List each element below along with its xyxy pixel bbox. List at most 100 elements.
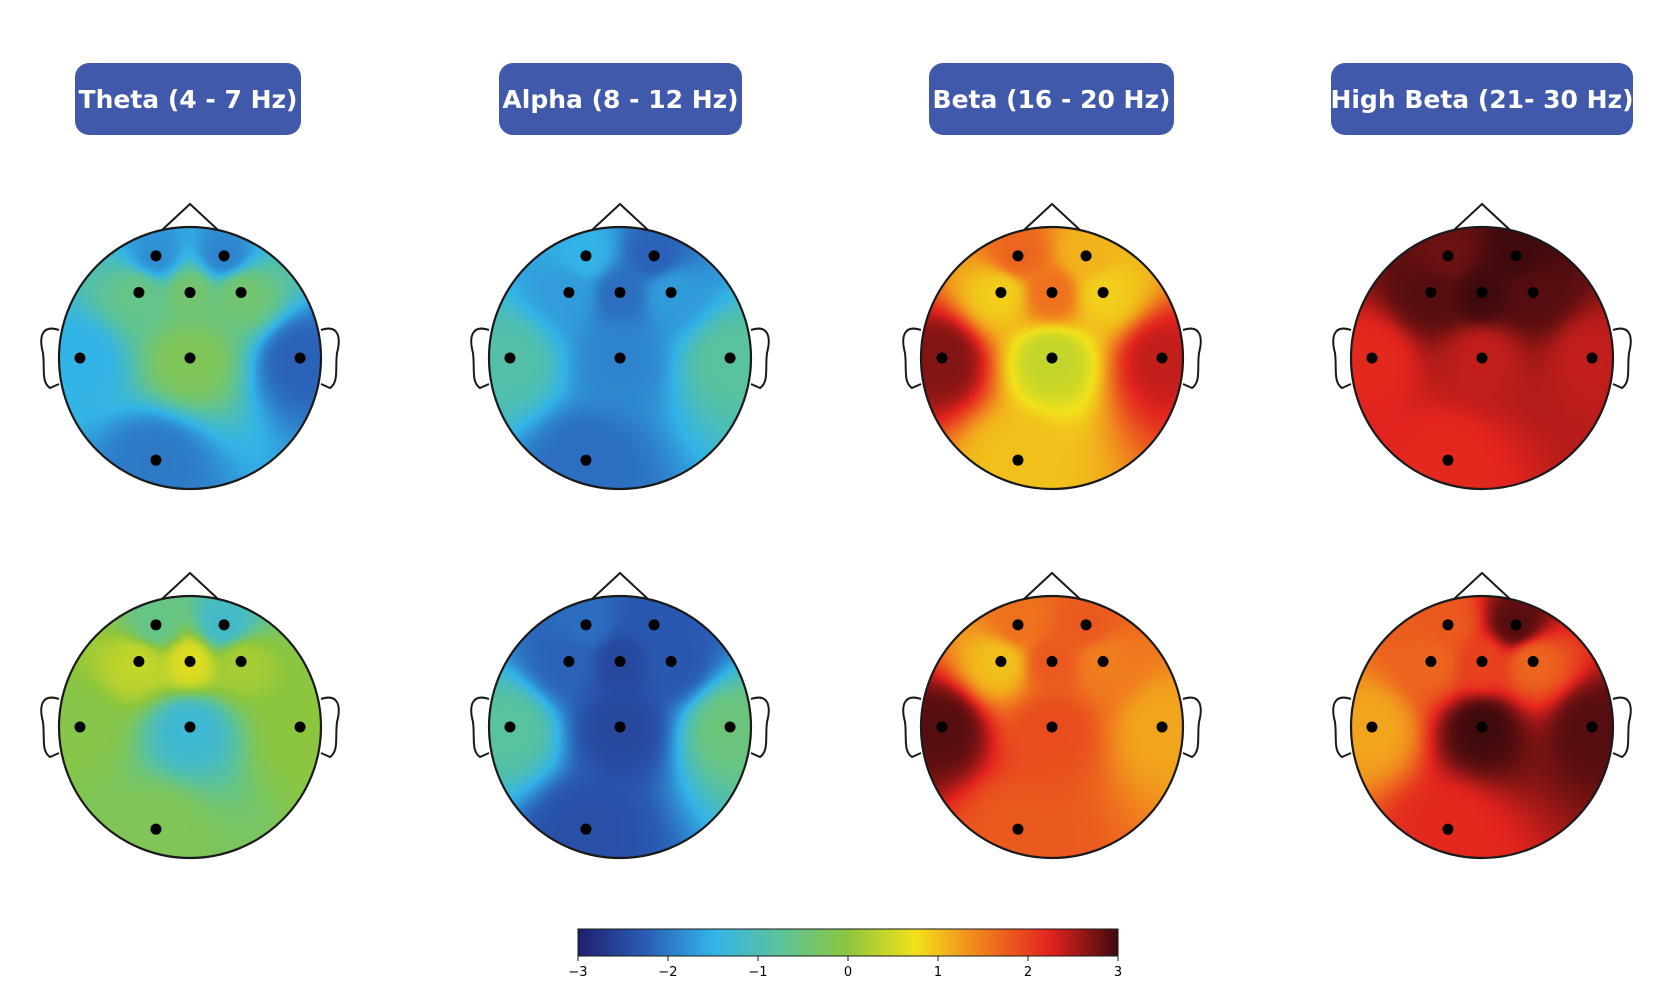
topomap-r1-c2 — [470, 202, 770, 491]
band-label-alpha: Alpha (8 - 12 Hz) — [499, 63, 742, 135]
nose-icon — [1023, 571, 1081, 600]
electrode-fp1 — [150, 250, 162, 262]
topomap-r2-c1 — [40, 571, 340, 860]
electrode-t4 — [1586, 352, 1598, 364]
electrode-f3 — [1425, 287, 1437, 298]
right-ear-icon — [320, 327, 340, 390]
electrode-f4 — [1097, 656, 1109, 667]
electrode-fp1 — [150, 619, 162, 631]
electrode-fp1 — [1442, 250, 1454, 262]
head-outline — [919, 225, 1185, 491]
nose-icon — [591, 571, 649, 600]
electrode-fp2 — [218, 250, 230, 262]
electrode-t4 — [724, 352, 736, 364]
electrode-f4 — [1097, 287, 1109, 298]
electrode-fp2 — [1080, 619, 1092, 631]
electrode-cz — [184, 721, 196, 733]
electrode-f3 — [133, 287, 145, 298]
electrode-t3 — [936, 721, 948, 733]
electrode-t4 — [294, 352, 306, 364]
electrode-t3 — [74, 352, 86, 364]
electrode-fp1 — [580, 619, 592, 631]
colorbar-tick-label: −3 — [568, 965, 587, 980]
electrode-f3 — [1425, 656, 1437, 667]
electrode-f4 — [665, 287, 677, 298]
electrode-t4 — [1586, 721, 1598, 733]
electrode-f3 — [563, 656, 575, 667]
electrode-fz — [1476, 656, 1488, 667]
colorbar-tick-label: 2 — [1024, 965, 1032, 980]
nose-icon — [591, 202, 649, 231]
electrode-fp2 — [1510, 250, 1522, 262]
electrode-fz — [1476, 287, 1488, 298]
band-label-high-beta: High Beta (21- 30 Hz) — [1330, 63, 1634, 135]
head-outline — [487, 225, 753, 491]
topomap-r1-c3 — [902, 202, 1202, 491]
electrode-cz — [184, 352, 196, 364]
nose-icon — [1453, 571, 1511, 600]
right-ear-icon — [1182, 696, 1202, 759]
right-ear-icon — [320, 696, 340, 759]
right-ear-icon — [1182, 327, 1202, 390]
left-ear-icon — [1332, 327, 1352, 390]
electrode-f4 — [1527, 656, 1539, 667]
topomap-r1-c4 — [1332, 202, 1632, 491]
topomap-r2-c2 — [470, 571, 770, 860]
electrode-fp2 — [1080, 250, 1092, 262]
electrode-f4 — [1527, 287, 1539, 298]
right-ear-icon — [1612, 696, 1632, 759]
electrode-o1 — [1012, 823, 1024, 835]
electrode-fz — [1046, 656, 1058, 667]
electrode-o1 — [150, 823, 162, 835]
topomap-r1-c1 — [40, 202, 340, 491]
electrode-cz — [1046, 721, 1058, 733]
colorbar-tick-label: −1 — [748, 965, 767, 980]
electrode-f3 — [133, 656, 145, 667]
electrode-cz — [1046, 352, 1058, 364]
electrode-fp2 — [1510, 619, 1522, 631]
electrode-t3 — [504, 721, 516, 733]
electrode-f4 — [235, 656, 247, 667]
left-ear-icon — [40, 696, 60, 759]
left-ear-icon — [902, 696, 922, 759]
electrode-fp1 — [1442, 619, 1454, 631]
colorbar-tick-label: 3 — [1114, 965, 1122, 980]
band-label-theta: Theta (4 - 7 Hz) — [75, 63, 301, 135]
electrode-fp2 — [648, 619, 660, 631]
electrode-f4 — [235, 287, 247, 298]
electrode-f3 — [563, 287, 575, 298]
electrode-fp1 — [580, 250, 592, 262]
electrode-fz — [184, 287, 196, 298]
electrode-f4 — [665, 656, 677, 667]
left-ear-icon — [470, 696, 490, 759]
left-ear-icon — [40, 327, 60, 390]
left-ear-icon — [902, 327, 922, 390]
electrode-t4 — [1156, 352, 1168, 364]
electrode-t3 — [1366, 352, 1378, 364]
electrode-fz — [614, 287, 626, 298]
electrode-fp2 — [218, 619, 230, 631]
topomap-r2-c3 — [902, 571, 1202, 860]
topomap-r2-c4 — [1332, 571, 1632, 860]
nose-icon — [1023, 202, 1081, 231]
colorbar-tick-label: 0 — [844, 965, 852, 980]
electrode-f3 — [995, 287, 1007, 298]
electrode-cz — [614, 352, 626, 364]
head-outline — [919, 594, 1185, 860]
head-outline — [57, 225, 323, 491]
electrode-t4 — [1156, 721, 1168, 733]
electrode-fp1 — [1012, 250, 1024, 262]
electrode-cz — [614, 721, 626, 733]
electrode-t3 — [1366, 721, 1378, 733]
left-ear-icon — [1332, 696, 1352, 759]
electrode-fz — [184, 656, 196, 667]
electrode-f3 — [995, 656, 1007, 667]
nose-icon — [161, 571, 219, 600]
right-ear-icon — [1612, 327, 1632, 390]
nose-icon — [1453, 202, 1511, 231]
electrode-t4 — [294, 721, 306, 733]
electrode-fz — [1046, 287, 1058, 298]
electrode-o1 — [580, 454, 592, 466]
colorbar-tick-label: −2 — [658, 965, 677, 980]
